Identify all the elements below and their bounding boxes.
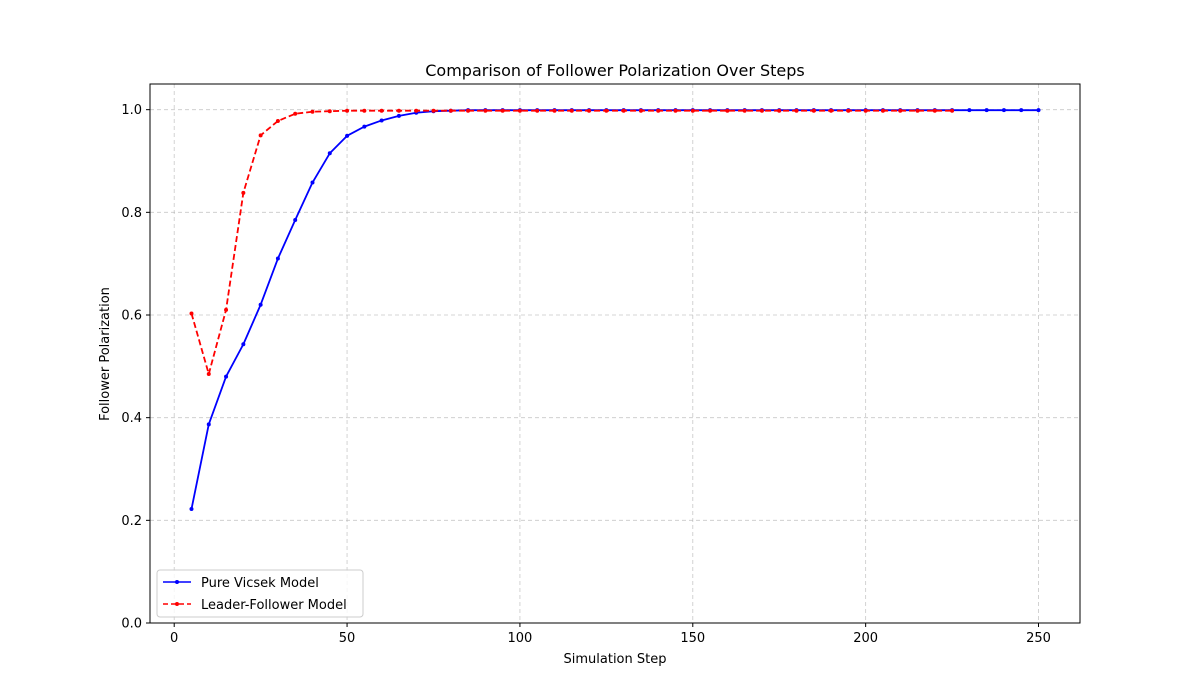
data-point-leader-follower-model bbox=[448, 108, 453, 113]
data-point-pure-vicsek-model bbox=[206, 422, 211, 427]
data-point-leader-follower-model bbox=[414, 108, 419, 113]
data-point-leader-follower-model bbox=[431, 108, 436, 113]
legend-box bbox=[156, 569, 364, 618]
y-tick-label: 0.0 bbox=[121, 617, 142, 632]
data-point-leader-follower-model bbox=[517, 108, 522, 113]
data-point-leader-follower-model bbox=[241, 190, 246, 195]
y-tick-label: 0.2 bbox=[121, 514, 142, 529]
data-point-leader-follower-model bbox=[880, 108, 885, 113]
data-point-leader-follower-model bbox=[224, 307, 229, 312]
x-tick-label: 150 bbox=[680, 631, 705, 646]
data-point-leader-follower-model bbox=[483, 108, 488, 113]
data-point-leader-follower-model bbox=[327, 109, 332, 114]
y-tick-label: 0.4 bbox=[121, 411, 142, 426]
data-point-leader-follower-model bbox=[604, 108, 609, 113]
data-point-leader-follower-model bbox=[898, 108, 903, 113]
data-point-pure-vicsek-model bbox=[379, 118, 384, 123]
data-point-leader-follower-model bbox=[275, 118, 280, 123]
x-tick-label: 100 bbox=[508, 631, 533, 646]
data-point-pure-vicsek-model bbox=[362, 124, 367, 129]
x-axis-label: Simulation Step bbox=[564, 652, 667, 667]
data-point-leader-follower-model bbox=[656, 108, 661, 113]
chart-title: Comparison of Follower Polarization Over… bbox=[425, 61, 805, 80]
data-point-pure-vicsek-model bbox=[275, 256, 280, 261]
data-point-leader-follower-model bbox=[466, 108, 471, 113]
data-point-leader-follower-model bbox=[569, 108, 574, 113]
data-point-pure-vicsek-model bbox=[345, 133, 350, 138]
data-point-pure-vicsek-model bbox=[984, 108, 989, 113]
data-point-leader-follower-model bbox=[742, 108, 747, 113]
data-point-leader-follower-model bbox=[725, 108, 730, 113]
data-point-pure-vicsek-model bbox=[310, 180, 315, 185]
data-point-leader-follower-model bbox=[829, 108, 834, 113]
data-point-leader-follower-model bbox=[345, 108, 350, 113]
x-tick-label: 250 bbox=[1026, 631, 1051, 646]
legend-marker-pure-vicsek bbox=[175, 580, 179, 584]
y-tick-label: 0.6 bbox=[121, 309, 142, 324]
data-point-pure-vicsek-model bbox=[1019, 108, 1024, 113]
legend: Pure Vicsek Model Leader-Follower Model bbox=[156, 569, 364, 618]
data-point-leader-follower-model bbox=[379, 108, 384, 113]
data-point-leader-follower-model bbox=[189, 311, 194, 316]
data-point-leader-follower-model bbox=[811, 108, 816, 113]
data-point-leader-follower-model bbox=[777, 108, 782, 113]
data-point-leader-follower-model bbox=[362, 108, 367, 113]
x-tick-label: 50 bbox=[339, 631, 356, 646]
data-point-pure-vicsek-model bbox=[293, 218, 298, 223]
data-point-leader-follower-model bbox=[206, 372, 211, 377]
x-tick-label: 200 bbox=[853, 631, 878, 646]
data-point-leader-follower-model bbox=[638, 108, 643, 113]
data-point-leader-follower-model bbox=[846, 108, 851, 113]
data-point-leader-follower-model bbox=[794, 108, 799, 113]
data-point-leader-follower-model bbox=[621, 108, 626, 113]
series-layer bbox=[189, 108, 1041, 512]
axis-ticks: 0 50 100 150 200 250 0.0 0.2 0.4 0.6 0.8 1.0 bbox=[121, 103, 1051, 646]
data-point-pure-vicsek-model bbox=[224, 374, 229, 379]
data-point-leader-follower-model bbox=[950, 108, 955, 113]
data-point-leader-follower-model bbox=[708, 108, 713, 113]
data-point-pure-vicsek-model bbox=[1001, 108, 1006, 113]
data-point-leader-follower-model bbox=[293, 111, 298, 116]
data-point-leader-follower-model bbox=[932, 108, 937, 113]
data-point-pure-vicsek-model bbox=[241, 342, 246, 347]
data-point-pure-vicsek-model bbox=[396, 113, 401, 118]
data-point-leader-follower-model bbox=[690, 108, 695, 113]
data-point-pure-vicsek-model bbox=[967, 108, 972, 113]
series-leader-follower-model bbox=[189, 108, 955, 377]
data-point-leader-follower-model bbox=[673, 108, 678, 113]
y-axis-label: Follower Polarization bbox=[98, 287, 113, 421]
data-point-leader-follower-model bbox=[552, 108, 557, 113]
data-point-leader-follower-model bbox=[500, 108, 505, 113]
data-point-leader-follower-model bbox=[759, 108, 764, 113]
data-point-pure-vicsek-model bbox=[327, 151, 332, 156]
data-point-leader-follower-model bbox=[396, 108, 401, 113]
x-tick-label: 0 bbox=[170, 631, 178, 646]
data-point-leader-follower-model bbox=[310, 109, 315, 114]
data-point-leader-follower-model bbox=[535, 108, 540, 113]
data-point-pure-vicsek-model bbox=[258, 302, 263, 307]
y-tick-label: 1.0 bbox=[121, 103, 142, 118]
data-point-pure-vicsek-model bbox=[189, 507, 194, 512]
data-point-leader-follower-model bbox=[587, 108, 592, 113]
data-point-leader-follower-model bbox=[863, 108, 868, 113]
data-point-leader-follower-model bbox=[915, 108, 920, 113]
legend-marker-leader-follower bbox=[175, 602, 179, 606]
data-point-leader-follower-model bbox=[258, 133, 263, 138]
plot-area-frame bbox=[149, 83, 1081, 624]
legend-label-pure-vicsek: Pure Vicsek Model bbox=[201, 576, 319, 591]
data-point-pure-vicsek-model bbox=[1036, 108, 1041, 113]
grid-lines bbox=[150, 84, 1080, 624]
y-tick-label: 0.8 bbox=[121, 206, 142, 221]
legend-label-leader-follower: Leader-Follower Model bbox=[201, 598, 347, 613]
